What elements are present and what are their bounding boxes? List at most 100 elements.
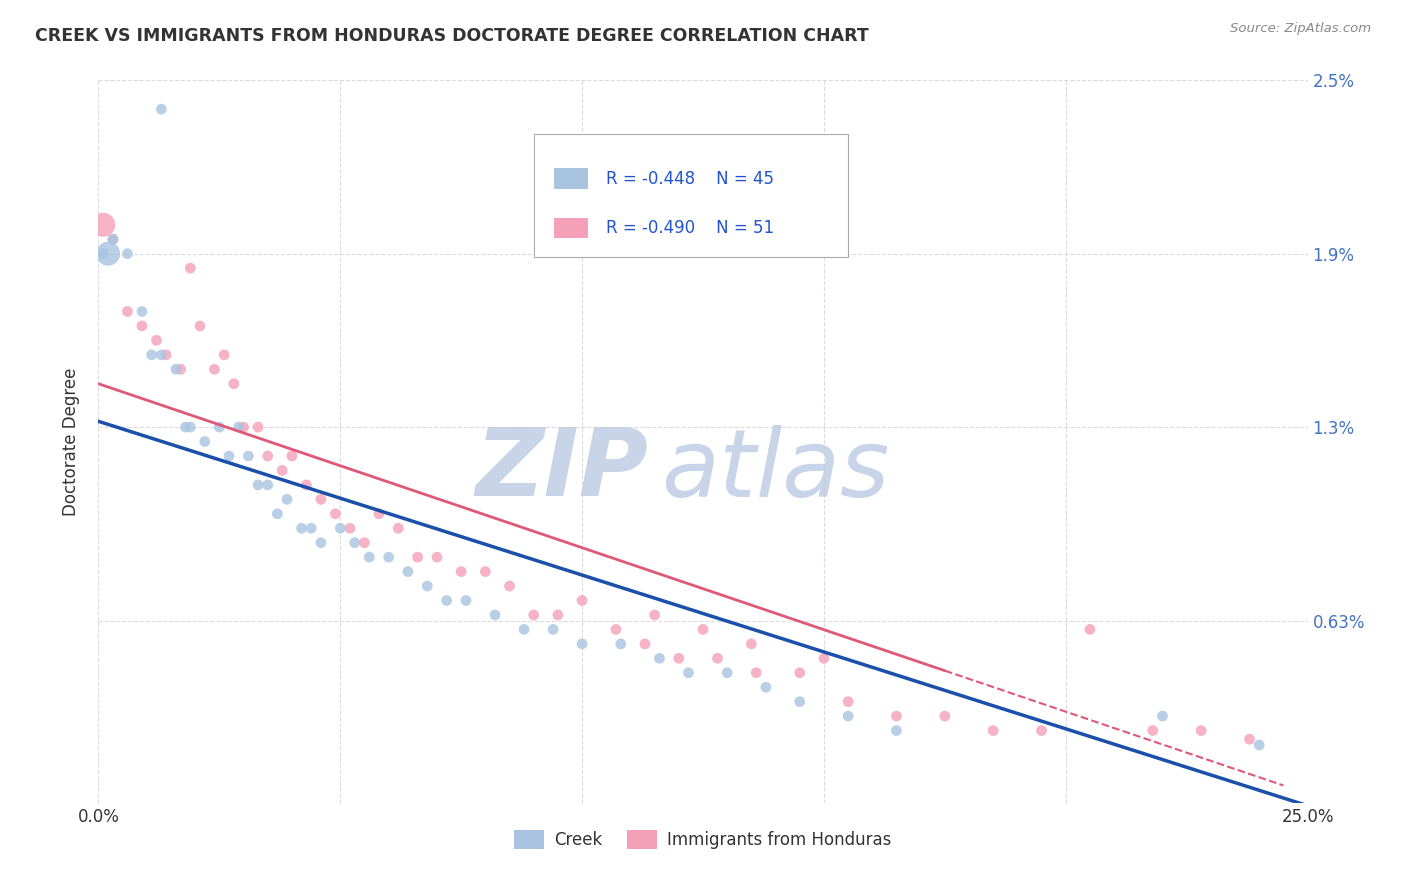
Point (247, 478, 270, 492)
Point (740, 637, 762, 651)
Point (396, 565, 419, 579)
Point (325, 507, 347, 521)
Point (755, 680, 778, 694)
Point (150, 348, 173, 362)
Point (450, 565, 472, 579)
Point (789, 695, 811, 709)
Point (377, 550, 399, 565)
Point (886, 709, 908, 723)
FancyBboxPatch shape (554, 169, 588, 189)
Point (339, 521, 361, 535)
Point (353, 535, 375, 549)
Point (91, 246, 114, 260)
Point (416, 579, 439, 593)
Point (232, 420, 254, 434)
Point (745, 665, 768, 680)
Point (299, 521, 322, 535)
Point (343, 535, 366, 549)
Point (276, 492, 298, 507)
Point (1152, 709, 1174, 723)
Text: ZIP: ZIP (475, 425, 648, 516)
Point (813, 651, 835, 665)
Point (1239, 732, 1261, 747)
Point (309, 492, 332, 507)
Point (150, 102, 173, 116)
Point (212, 348, 235, 362)
Point (387, 521, 409, 535)
Point (247, 420, 270, 434)
Point (165, 362, 187, 376)
Point (934, 709, 956, 723)
Point (188, 318, 211, 333)
Point (886, 723, 908, 738)
Point (678, 665, 700, 680)
Point (523, 607, 546, 622)
Point (101, 232, 124, 246)
Point (208, 420, 231, 434)
Y-axis label: Doctorate Degree: Doctorate Degree (62, 368, 80, 516)
Point (117, 304, 139, 318)
Point (145, 334, 167, 348)
Point (1078, 623, 1101, 637)
Point (837, 695, 859, 709)
Point (91, 218, 114, 232)
Point (668, 651, 690, 665)
Point (194, 434, 217, 449)
Point (406, 550, 429, 565)
Point (169, 362, 191, 376)
Point (1031, 723, 1053, 738)
Text: R = -0.490    N = 51: R = -0.490 N = 51 (606, 219, 775, 237)
Point (541, 623, 564, 637)
Point (131, 304, 153, 318)
Point (837, 709, 859, 723)
Text: CREEK VS IMMIGRANTS FROM HONDURAS DOCTORATE DEGREE CORRELATION CHART: CREEK VS IMMIGRANTS FROM HONDURAS DOCTOR… (35, 27, 869, 45)
Point (610, 637, 633, 651)
Point (644, 607, 666, 622)
Point (222, 376, 245, 391)
Text: R = -0.448    N = 45: R = -0.448 N = 45 (606, 169, 775, 187)
Text: atlas: atlas (661, 425, 889, 516)
Point (117, 246, 139, 260)
Point (1249, 738, 1271, 752)
Point (204, 362, 226, 376)
Point (271, 463, 294, 477)
Legend: Creek, Immigrants from Honduras: Creek, Immigrants from Honduras (508, 823, 898, 856)
Point (513, 623, 536, 637)
Point (359, 550, 381, 565)
Point (634, 637, 657, 651)
Point (474, 565, 496, 579)
Point (368, 507, 391, 521)
Point (155, 348, 177, 362)
Point (101, 232, 124, 246)
Point (174, 420, 197, 434)
FancyBboxPatch shape (534, 135, 848, 257)
Point (436, 593, 458, 607)
Point (97, 246, 120, 260)
Point (228, 420, 250, 434)
Point (484, 607, 506, 622)
Point (789, 665, 811, 680)
Text: Source: ZipAtlas.com: Source: ZipAtlas.com (1230, 22, 1371, 36)
Point (571, 637, 593, 651)
Point (179, 261, 201, 276)
Point (218, 449, 240, 463)
Point (141, 348, 163, 362)
Point (266, 507, 288, 521)
Point (290, 521, 312, 535)
Point (706, 651, 728, 665)
Point (454, 593, 477, 607)
Point (547, 607, 569, 622)
Point (692, 623, 714, 637)
Point (238, 449, 260, 463)
Point (281, 449, 304, 463)
Point (256, 449, 278, 463)
Point (981, 723, 1004, 738)
Point (426, 550, 449, 565)
Point (571, 593, 593, 607)
Point (131, 318, 153, 333)
FancyBboxPatch shape (554, 219, 588, 238)
Point (329, 521, 352, 535)
Point (295, 478, 318, 492)
Point (179, 420, 201, 434)
Point (648, 651, 671, 665)
